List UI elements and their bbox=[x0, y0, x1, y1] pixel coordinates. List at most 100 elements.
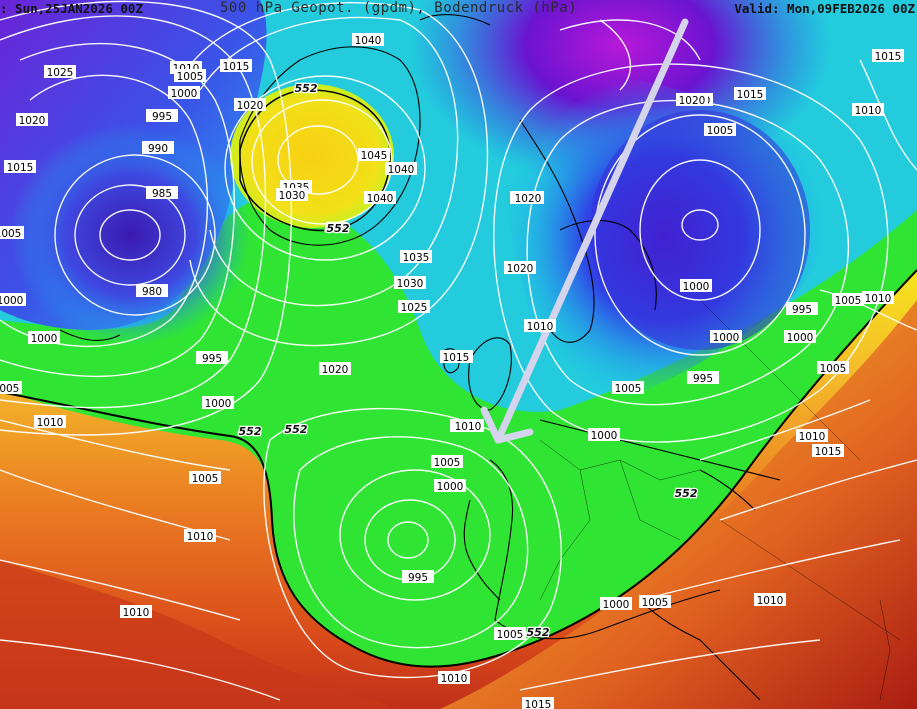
isobar-label-text: 1040 bbox=[367, 193, 394, 205]
isobar-label: 1000 bbox=[28, 331, 60, 345]
isobar-label: 1010 bbox=[452, 419, 484, 433]
isobar-label: 1020 bbox=[234, 98, 266, 112]
isobar-label-text: 1025 bbox=[401, 302, 428, 314]
isobar-label-text: 985 bbox=[152, 188, 172, 200]
isobar-label-text: 1000 bbox=[205, 398, 232, 410]
isobar-label: 995 bbox=[687, 371, 719, 385]
west-low bbox=[10, 125, 250, 345]
isobar-label: 1000 bbox=[168, 86, 200, 100]
isobar-label: 1015 bbox=[522, 697, 554, 709]
valid-time: Valid: Mon,09FEB2026 00Z bbox=[734, 1, 915, 16]
geopotential-label: 552 bbox=[327, 222, 350, 235]
geopotential-552-line bbox=[0, 269, 917, 668]
isobar-label: 1020 bbox=[504, 261, 536, 275]
direction-arrow bbox=[480, 18, 689, 444]
isobar-label: 1020 bbox=[676, 93, 708, 107]
isobar-label: 1005 bbox=[612, 381, 644, 395]
isobar-label: 1015 bbox=[812, 444, 844, 458]
isobar-label-text: 1015 bbox=[223, 61, 250, 73]
isobar-label-text: 1010 bbox=[757, 595, 784, 607]
isobar-label-text: 1000 bbox=[683, 281, 710, 293]
isobar-label: 1045 bbox=[358, 148, 390, 162]
isobar-label-text: 995 bbox=[693, 373, 713, 385]
isobar-label: 1040 bbox=[352, 33, 384, 47]
isobar-label: 1000 bbox=[784, 330, 816, 344]
isobar-label: 1000 bbox=[600, 597, 632, 611]
isobar-label: 995 bbox=[402, 570, 434, 584]
isobar-label: 1005 bbox=[639, 595, 671, 609]
isobar-label-text: 1010 bbox=[441, 673, 468, 685]
isobar-label-text: 1015 bbox=[875, 51, 902, 63]
isobar-label-text: 1010 bbox=[799, 431, 826, 443]
isobar-label-text: 1000 bbox=[787, 332, 814, 344]
isobar-label-text: 1010 bbox=[123, 607, 150, 619]
geopotential-label: 552 bbox=[295, 82, 318, 95]
isobar-label-text: 1035 bbox=[403, 252, 430, 264]
isobar-label-text: 1010 bbox=[865, 293, 892, 305]
isobar-labels: 1025101010051015104010001020995990102010… bbox=[0, 33, 904, 709]
isobar-label: 1015 bbox=[734, 87, 766, 101]
isobar-label-text: 1010 bbox=[37, 417, 64, 429]
isobar-label-text: 1000 bbox=[171, 88, 198, 100]
isobar-label-text: 1020 bbox=[515, 193, 542, 205]
isobar-label: 1010 bbox=[524, 319, 556, 333]
isobar-label: 995 bbox=[786, 302, 818, 316]
isobar-label-text: 1000 bbox=[713, 332, 740, 344]
isobar-label-text: 1010 bbox=[527, 321, 554, 333]
isobar-label-text: 1005 bbox=[434, 457, 461, 469]
geopotential-label: 552 bbox=[326, 221, 349, 234]
east-low-core bbox=[590, 110, 810, 350]
isobar-label-text: 1030 bbox=[397, 278, 424, 290]
isobar-label-text: 1015 bbox=[737, 89, 764, 101]
isobar-label: 1015 bbox=[872, 49, 904, 63]
isobar-label: 1040 bbox=[364, 191, 396, 205]
isobar-label: 1010 bbox=[34, 415, 66, 429]
isobar-label: 1025 bbox=[398, 300, 430, 314]
isobar-label: 1010 bbox=[754, 593, 786, 607]
isobar-label: 1005 bbox=[817, 361, 849, 375]
isobar-label: 1025 bbox=[44, 65, 76, 79]
isobar-label: 1020 bbox=[319, 362, 351, 376]
isobar-label-text: 1015 bbox=[7, 162, 34, 174]
isobar-label-text: 1020 bbox=[507, 263, 534, 275]
isobar-label: 985 bbox=[146, 186, 178, 200]
isobar-label: 1005 bbox=[189, 471, 221, 485]
isobar-label: 1030 bbox=[276, 188, 308, 202]
isobar-label-text: 1020 bbox=[237, 100, 264, 112]
isobar-label: 1005 bbox=[704, 123, 736, 137]
isobar-label-text: 1040 bbox=[388, 164, 415, 176]
init-time: : Sun,25JAN2026 00Z bbox=[0, 1, 143, 16]
isobar-label-text: 1000 bbox=[437, 481, 464, 493]
isobar-label: 1010 bbox=[438, 671, 470, 685]
coastlines bbox=[59, 14, 781, 701]
isobar-label-text: 1005 bbox=[835, 295, 862, 307]
isobar-label: 1035 bbox=[400, 250, 432, 264]
isobar-label-text: 1005 bbox=[192, 473, 219, 485]
isobar-label: 1010 bbox=[120, 605, 152, 619]
south-red-field bbox=[0, 560, 400, 709]
isobar-label-text: 1005 bbox=[820, 363, 847, 375]
isobar-label-text: 1015 bbox=[443, 352, 470, 364]
isobar-label: 1000 bbox=[202, 396, 234, 410]
isobar-label-text: 1005 bbox=[497, 629, 524, 641]
isobar-label-text: 1005 bbox=[707, 125, 734, 137]
isobar-label: 1020 bbox=[16, 113, 48, 127]
isobar-label: 1000 bbox=[0, 293, 26, 307]
country-borders bbox=[539, 299, 901, 701]
isobar-label-text: 1045 bbox=[361, 150, 388, 162]
isobar-label-text: 1000 bbox=[31, 333, 58, 345]
isobar-label-text: 1005 bbox=[615, 383, 642, 395]
isobar-label: 1015 bbox=[440, 350, 472, 364]
isobar-label-text: 1020 bbox=[19, 115, 46, 127]
isobar-label: 1010 bbox=[852, 103, 884, 117]
isobar-label: 1005 bbox=[431, 455, 463, 469]
isobar-label: 1000 bbox=[434, 479, 466, 493]
isobar-label-text: 1025 bbox=[47, 67, 74, 79]
isobar-label-text: 1010 bbox=[187, 531, 214, 543]
isobar-label-text: 995 bbox=[792, 304, 812, 316]
isobar-label: 1015 bbox=[4, 160, 36, 174]
isobar-label-text: 995 bbox=[408, 572, 428, 584]
isobar-label-text: 1010 bbox=[855, 105, 882, 117]
isobar-label: 1005 bbox=[494, 627, 526, 641]
